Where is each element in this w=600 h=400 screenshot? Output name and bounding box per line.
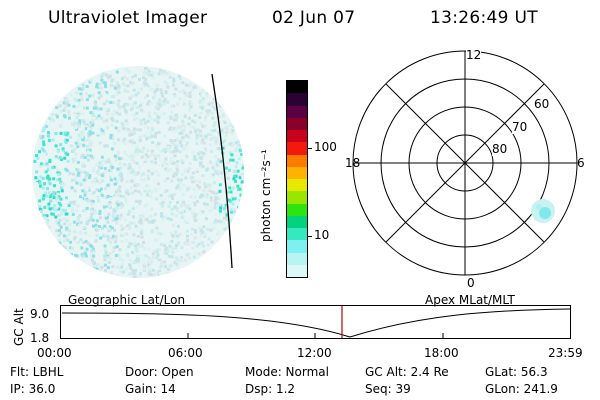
color-scale-band: [287, 215, 307, 228]
mlt-label-6: 6: [577, 156, 585, 170]
timeline-y-tick-high: 9.0: [30, 307, 50, 321]
timeline-frame: [60, 305, 571, 339]
color-scale-band: [287, 93, 307, 106]
info-seq: Seq: 39: [365, 382, 411, 396]
mlt-label-12: 12: [466, 48, 482, 62]
instrument-title: Ultraviolet Imager: [48, 8, 208, 28]
color-scale-band: [287, 166, 307, 179]
time-label: 13:26:49 UT: [430, 8, 538, 28]
date-label: 02 Jun 07: [272, 8, 356, 28]
mlat-label-60: 60: [534, 97, 550, 111]
uv-image-panel: [32, 66, 244, 278]
timeline-x-tick-0000: 00:00: [37, 346, 72, 360]
info-glat: GLat: 56.3: [485, 365, 548, 379]
timeline-x-tick-2359: 23:59: [548, 346, 583, 360]
colorbar-tick-mark: [307, 148, 312, 149]
colorbar-unit-label: photon cm⁻²s⁻¹: [259, 149, 273, 242]
info-glon: GLon: 241.9: [485, 382, 558, 396]
info-ip: IP: 36.0: [10, 382, 56, 396]
color-scale-band: [287, 228, 307, 241]
color-scale-band: [287, 252, 307, 265]
color-scale-band: [287, 81, 307, 94]
colorbar-tick-100: 100: [314, 140, 337, 154]
color-scale-band: [287, 130, 307, 143]
color-scale-band: [287, 154, 307, 167]
timeline-y-tick-low: 1.8: [30, 331, 50, 345]
color-scale-band: [287, 142, 307, 155]
info-mode: Mode: Normal: [245, 365, 329, 379]
color-scale-band: [287, 191, 307, 204]
colorbar-tick-10: 10: [314, 228, 330, 242]
mlat-label-70: 70: [512, 120, 528, 134]
timeline-x-tick-0600: 06:00: [168, 346, 203, 360]
info-gain: Gain: 14: [125, 382, 176, 396]
info-filter: Flt: LBHL: [10, 365, 64, 379]
info-dsp: Dsp: 1.2: [245, 382, 296, 396]
mlt-label-0: 0: [467, 276, 475, 290]
color-scale-band: [287, 203, 307, 216]
terminator-line: [211, 73, 233, 269]
info-door: Door: Open: [125, 365, 194, 379]
polar-diagonal: [385, 83, 545, 243]
color-scale-gradient: [287, 81, 307, 277]
mlat-label-80: 80: [492, 142, 508, 156]
colorbar-tick-mark: [307, 236, 312, 237]
altitude-timeline-plot: [60, 305, 571, 339]
timeline-x-tick-1800: 18:00: [424, 346, 459, 360]
altitude-curve: [61, 308, 571, 338]
timeline-left-title: Geographic Lat/Lon: [68, 293, 186, 307]
uv-image-disk: [32, 66, 244, 278]
polar-mlat-mlt-plot: [352, 50, 578, 276]
timeline-x-ticks: [187, 333, 444, 338]
color-scale-bar: [286, 80, 308, 278]
timeline-right-title: Apex MLat/MLT: [425, 293, 515, 307]
auroral-patch: [531, 199, 555, 223]
info-gc-alt: GC Alt: 2.4 Re: [365, 365, 449, 379]
color-scale-band: [287, 240, 307, 253]
uv-emission-pixels: [33, 66, 244, 278]
mlt-label-18: 18: [345, 156, 361, 170]
color-scale-band: [287, 264, 307, 277]
timeline-x-tick-1200: 12:00: [297, 346, 332, 360]
timeline-y-label: GC Alt: [12, 308, 26, 346]
color-scale-band: [287, 105, 307, 118]
color-scale-band: [287, 117, 307, 130]
color-scale-band: [287, 179, 307, 192]
